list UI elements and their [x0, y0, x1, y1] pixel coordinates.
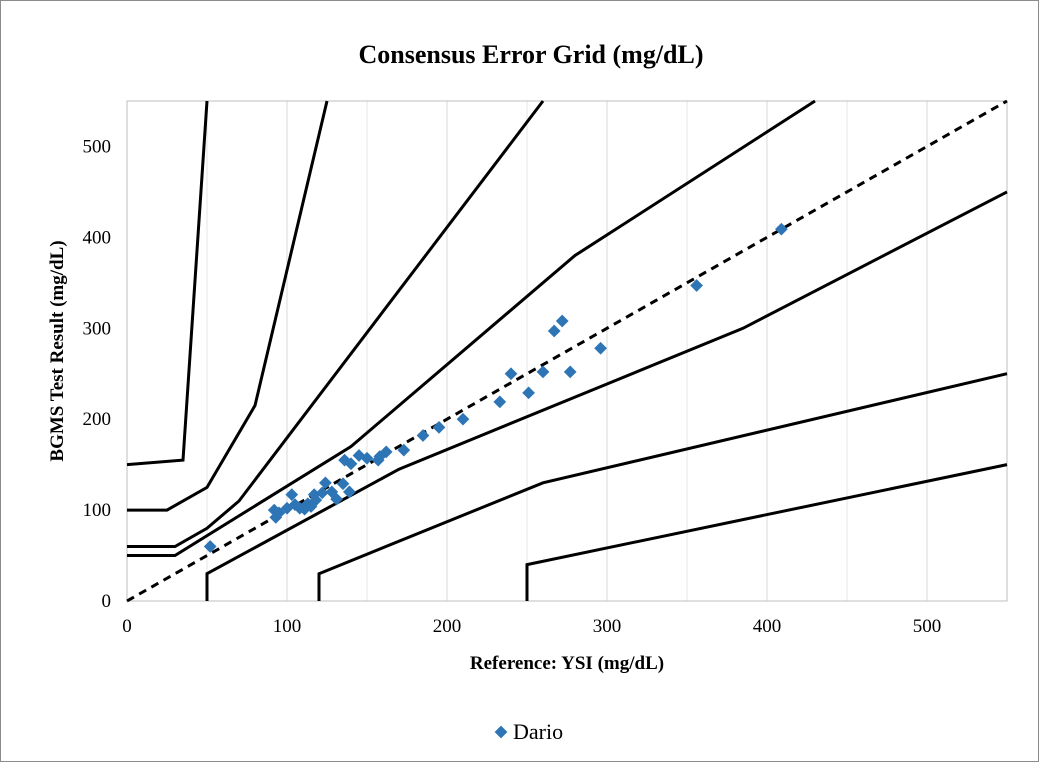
- data-point: [493, 395, 507, 409]
- data-point: [315, 486, 329, 500]
- chart-title: Consensus Error Grid (mg/dL): [358, 40, 703, 69]
- data-point: [775, 222, 788, 236]
- y-tick-label: 500: [83, 136, 112, 157]
- data-point: [536, 365, 550, 379]
- legend-label-dario: Dario: [513, 719, 563, 744]
- y-tick-label: 400: [83, 227, 112, 248]
- zone-boundary-line: [127, 100, 329, 512]
- x-tick-label: 400: [753, 616, 782, 637]
- data-point: [285, 488, 299, 502]
- y-tick-labels: 0 100 200 300 400 500: [83, 136, 112, 612]
- zone-boundary-line: [317, 372, 1008, 601]
- data-point: [309, 493, 323, 507]
- zone-boundary-line: [126, 100, 209, 467]
- data-point: [336, 477, 350, 491]
- zone-boundary-line: [205, 190, 1008, 601]
- data-point: [504, 367, 518, 381]
- data-point: [360, 451, 374, 465]
- data-point: [563, 365, 577, 379]
- legend: Dario: [494, 719, 563, 744]
- identity-line-group: [126, 99, 1008, 603]
- plot-area: [126, 100, 1008, 602]
- zone-boundaries: [126, 99, 1008, 601]
- x-axis-label: Reference: YSI (mg/dL): [470, 653, 664, 674]
- zone-boundary-line: [127, 99, 816, 557]
- x-tick-label: 0: [122, 616, 132, 637]
- x-tick-label: 100: [273, 616, 302, 637]
- identity-line: [126, 99, 1008, 603]
- x-tick-labels: 0 100 200 300 400 500: [122, 616, 941, 637]
- data-point: [456, 412, 470, 426]
- data-point: [379, 445, 393, 459]
- data-point: [432, 420, 446, 434]
- y-tick-label: 100: [83, 500, 112, 521]
- data-point: [343, 485, 356, 499]
- data-point: [547, 324, 561, 338]
- x-tick-label: 300: [593, 616, 622, 637]
- data-point: [330, 492, 343, 506]
- data-point: [319, 476, 332, 490]
- data-point: [397, 443, 411, 457]
- y-tick-label: 0: [102, 591, 112, 612]
- data-point: [555, 314, 569, 328]
- data-point: [416, 429, 430, 442]
- y-tick-label: 200: [83, 409, 112, 430]
- y-tick-label: 300: [83, 318, 112, 339]
- y-axis-label: BGMS Test Result (mg/dL): [47, 240, 68, 461]
- data-point: [522, 386, 535, 400]
- data-point: [594, 341, 607, 355]
- legend-marker-dario: [494, 725, 508, 739]
- zone-boundary-line: [525, 463, 1008, 601]
- x-tick-label: 500: [913, 616, 942, 637]
- zone-boundary-line: [127, 100, 545, 548]
- data-point: [344, 457, 358, 471]
- x-tick-label: 200: [433, 616, 462, 637]
